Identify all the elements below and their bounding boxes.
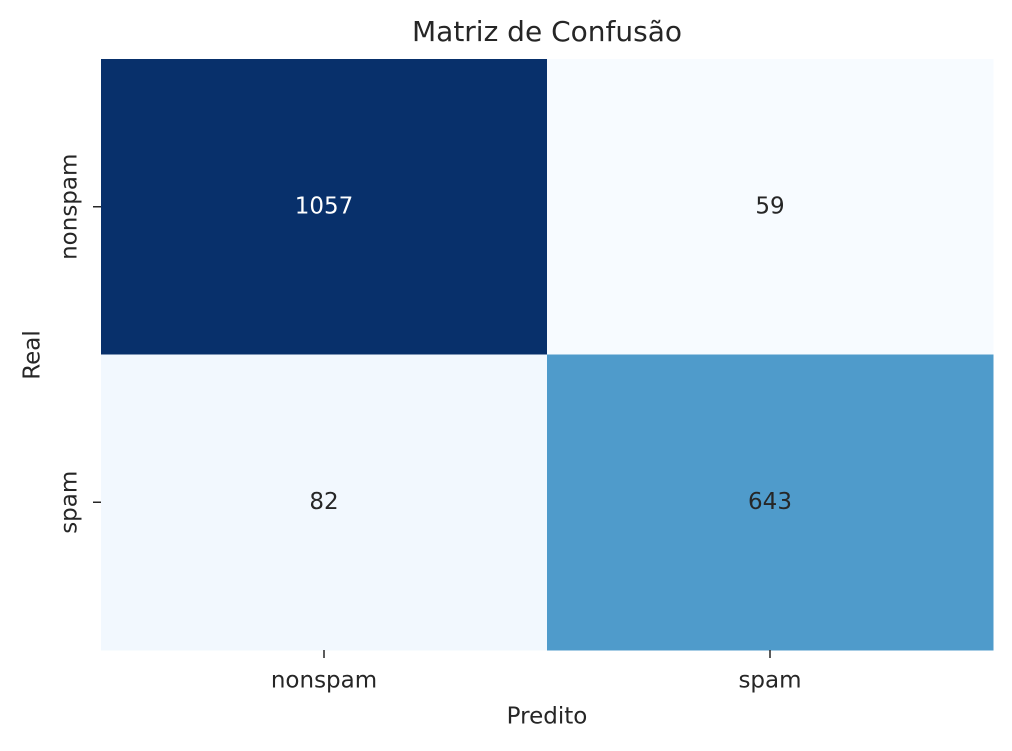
y-tick-label: spam <box>57 471 83 534</box>
heatmap-cell <box>101 59 548 355</box>
cell-value-label: 59 <box>755 193 784 219</box>
y-axis-label: Real <box>20 330 46 380</box>
cell-value-label: 1057 <box>295 193 354 219</box>
x-tick-label: nonspam <box>271 668 377 694</box>
x-axis-label: Predito <box>507 704 588 730</box>
heatmap-cell <box>547 59 994 355</box>
x-tick-label: spam <box>738 668 801 694</box>
heatmap-cell <box>547 354 994 651</box>
cell-value-label: 82 <box>309 489 338 515</box>
y-tick-label: nonspam <box>57 154 83 260</box>
chart-title: Matriz de Confusão <box>412 15 682 48</box>
cell-value-label: 643 <box>748 489 792 515</box>
heatmap-cell <box>101 354 548 651</box>
